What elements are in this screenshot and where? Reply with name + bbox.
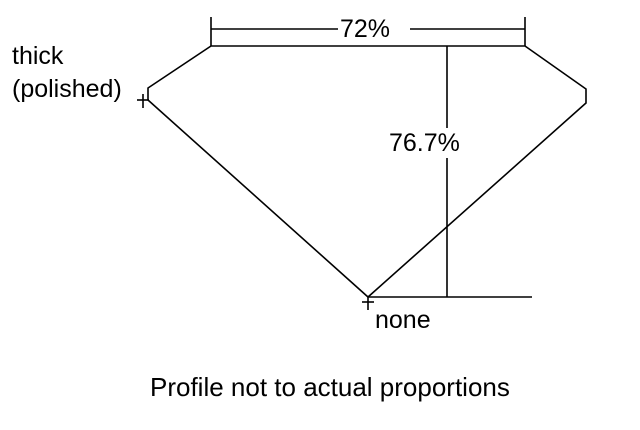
gem-outline — [147, 45, 587, 299]
depth-percent-label: 76.7% — [389, 129, 460, 157]
table-percent-label: 72% — [340, 15, 391, 43]
caption: Profile not to actual proportions — [150, 372, 510, 402]
girdle-label-line1: thick — [12, 42, 64, 70]
culet-marker-icon — [362, 296, 374, 310]
culet-label: none — [375, 306, 431, 334]
girdle-marker-icon — [137, 94, 149, 108]
girdle-label-line2: (polished) — [12, 75, 122, 103]
